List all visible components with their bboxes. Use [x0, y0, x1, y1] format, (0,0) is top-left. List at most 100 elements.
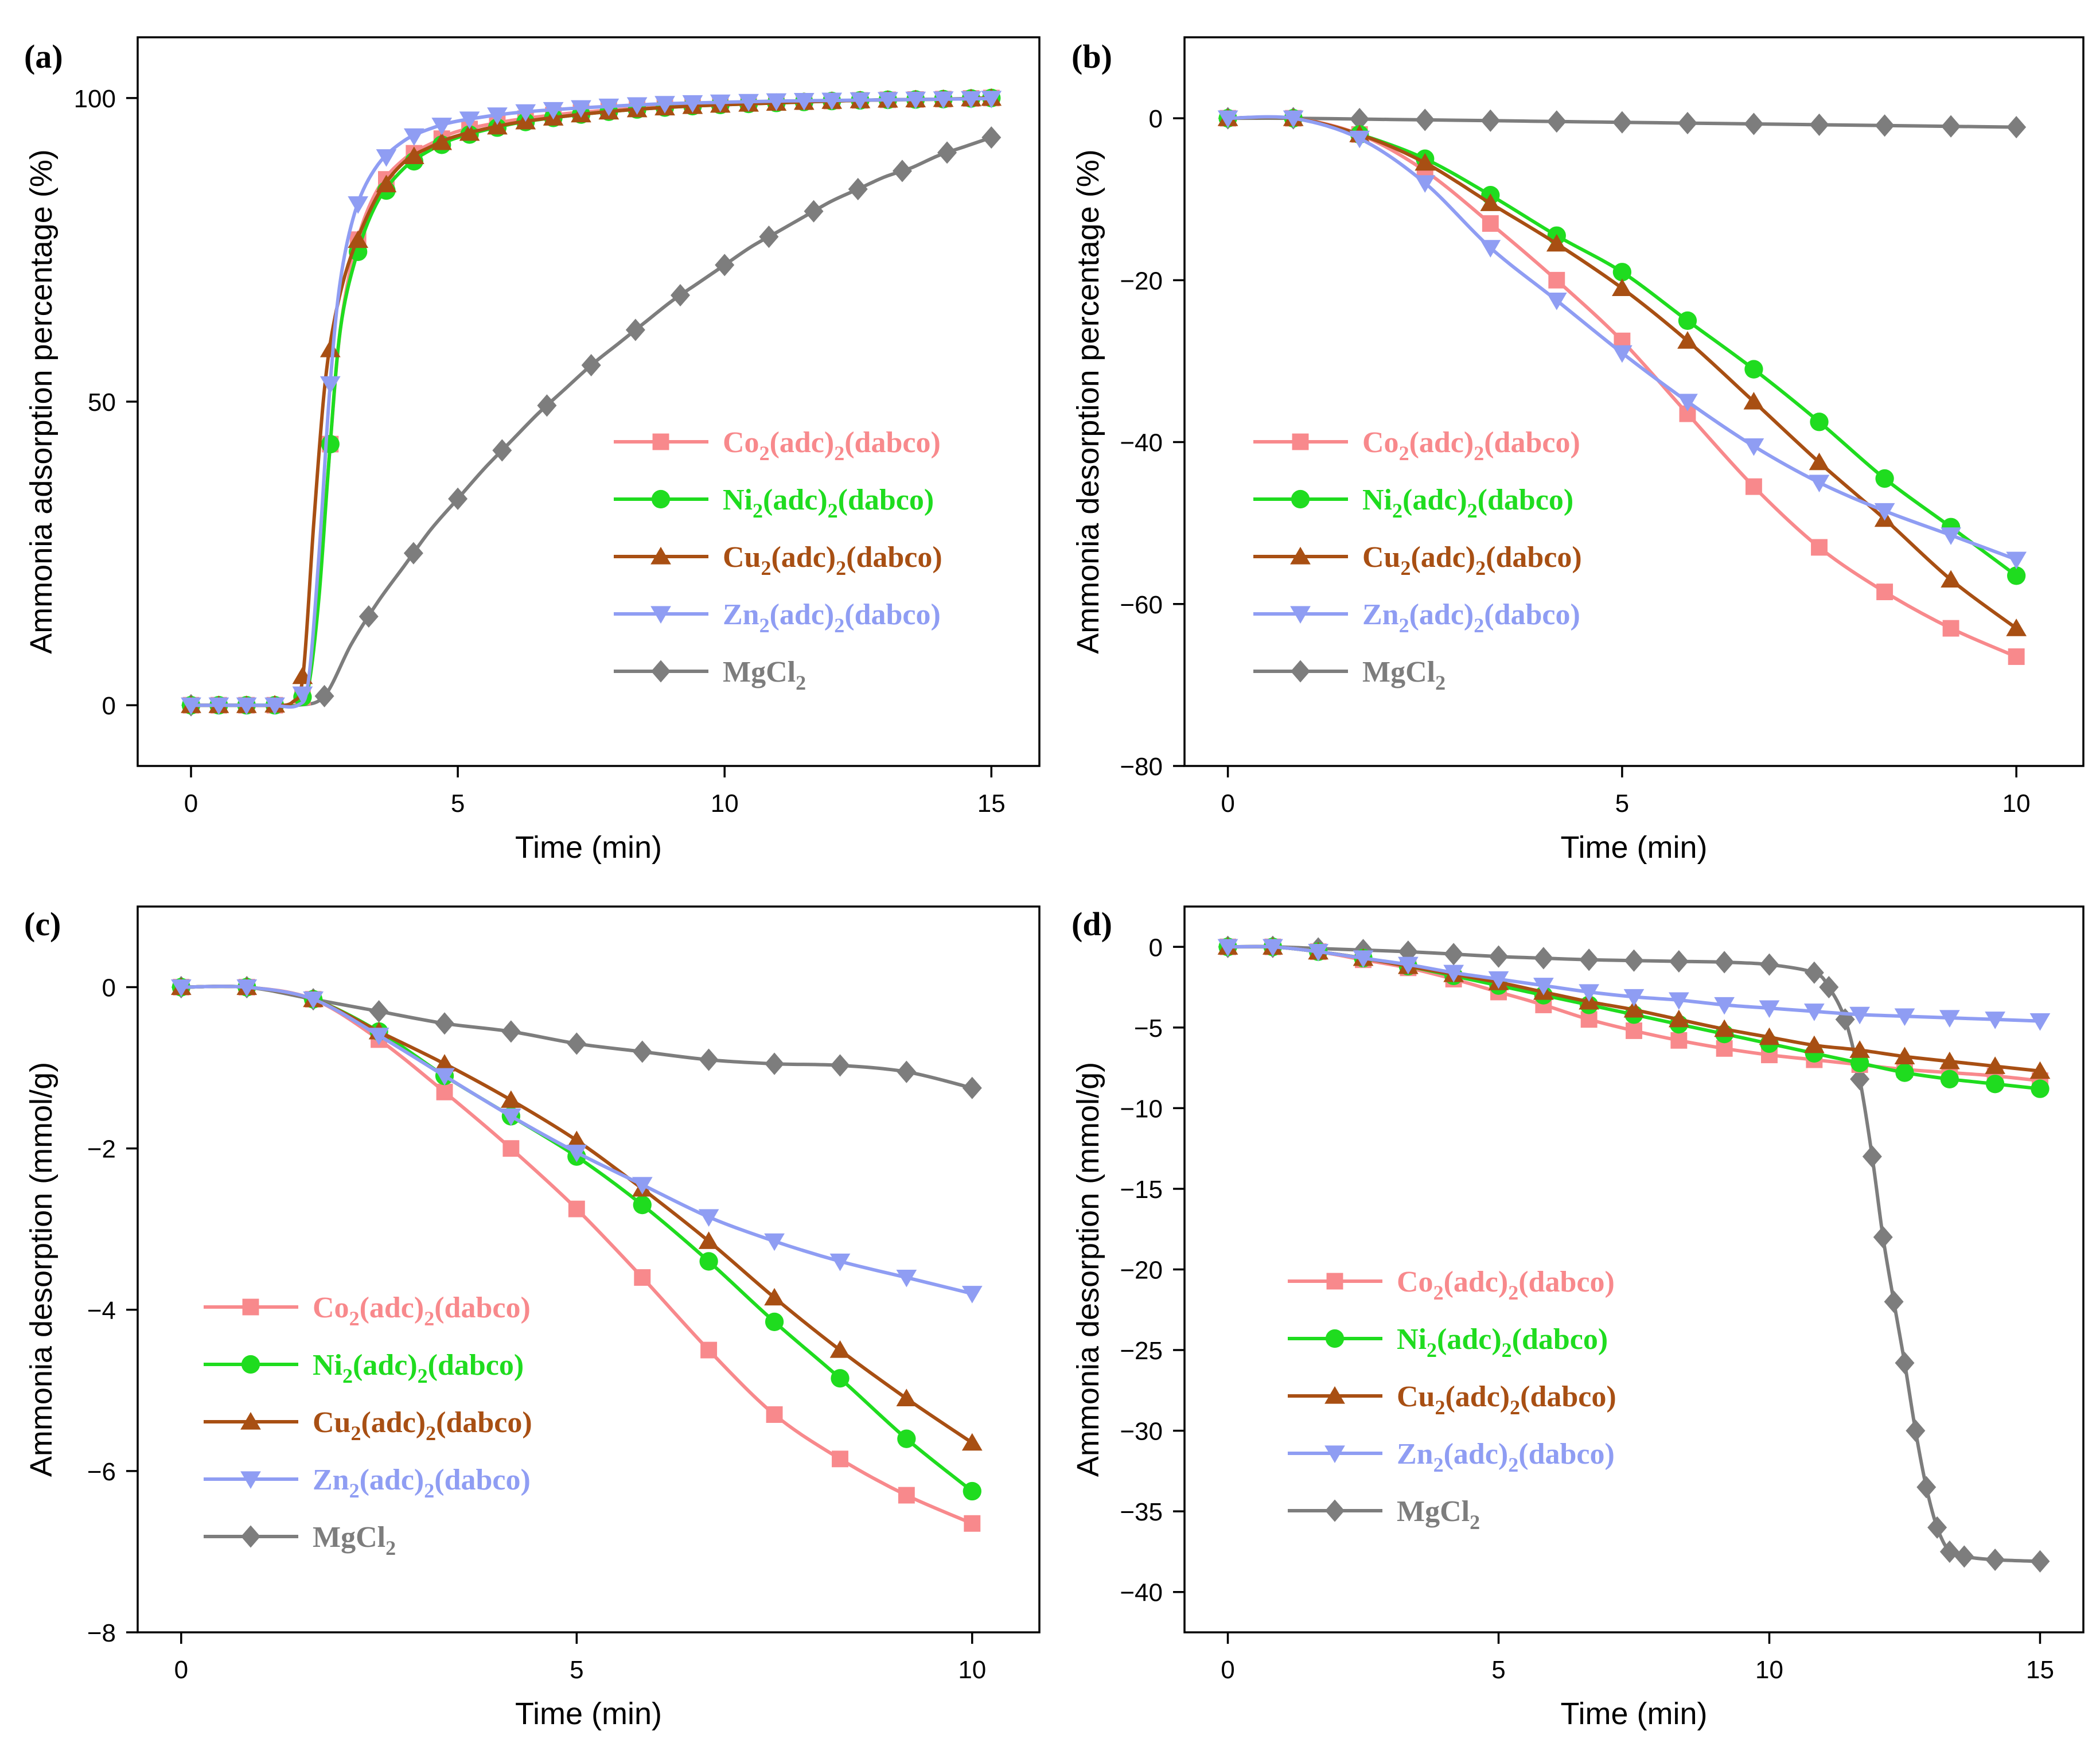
data-point: [1612, 263, 1632, 282]
data-point: [2007, 566, 2026, 585]
series-mg: [181, 126, 1002, 717]
legend-entry: Ni2(adc)2(dabco): [204, 1349, 524, 1387]
data-point: [759, 225, 779, 248]
y-tick-label: 0: [102, 974, 116, 1002]
data-point: [933, 91, 954, 109]
legend-label: MgCl2: [723, 656, 806, 694]
data-point: [793, 93, 815, 111]
data-point: [1715, 951, 1735, 974]
data-point: [264, 697, 285, 715]
data-point: [208, 697, 229, 715]
data-point: [831, 1369, 850, 1388]
data-point: [1623, 999, 1645, 1018]
data-point: [2029, 1013, 2051, 1031]
data-point: [1714, 1019, 1735, 1037]
x-tick-label: 0: [1221, 789, 1234, 818]
panel-c: (c) 0 5 10 −8 −6 −4 −2 0 Time (min) Ammonia desorp…: [24, 905, 1041, 1731]
data-point: [682, 95, 703, 113]
data-point: [1546, 234, 1567, 252]
legend-entry: Zn2(adc)2(dabco): [1253, 598, 1580, 637]
y-tick-label: 0: [1149, 933, 1163, 962]
legend-entry: Co2(adc)2(dabco): [1288, 1266, 1615, 1304]
data-point: [368, 1028, 389, 1045]
data-point: [1217, 110, 1238, 129]
legend-entry: Zn2(adc)2(dabco): [1288, 1438, 1615, 1476]
data-point: [1443, 964, 1464, 983]
legend-entry: Ni2(adc)2(dabco): [614, 484, 934, 522]
data-point: [492, 439, 512, 462]
data-point: [1895, 1063, 1914, 1082]
legend-label: MgCl2: [313, 1521, 396, 1559]
data-point: [832, 1450, 848, 1468]
legend-entry: Co2(adc)2(dabco): [1253, 426, 1580, 465]
y-tick-label: −60: [1120, 591, 1163, 619]
data-point: [961, 1433, 983, 1451]
data-point: [765, 1312, 784, 1332]
data-point: [1744, 112, 1764, 135]
legend-marker: [240, 1412, 261, 1430]
data-point: [1546, 110, 1567, 133]
y-tick-label: −5: [1134, 1014, 1163, 1043]
data-point: [581, 353, 601, 377]
data-point: [1217, 939, 1238, 957]
data-point: [1985, 1075, 2005, 1094]
data-point: [1809, 113, 1829, 136]
data-point: [1941, 527, 1961, 545]
data-point: [715, 254, 735, 277]
x-tick-label: 0: [174, 1656, 188, 1684]
data-point: [1546, 293, 1567, 310]
legend-marker: [1290, 606, 1311, 624]
legend-marker: [1290, 547, 1311, 565]
legend-marker: [650, 547, 671, 565]
data-point: [431, 118, 453, 135]
x-tick-label: 0: [184, 789, 198, 818]
legend-marker: [1292, 433, 1309, 450]
legend-entry: Zn2(adc)2(dabco): [614, 598, 941, 637]
data-point: [1677, 331, 1698, 349]
data-point: [963, 1481, 981, 1501]
data-point: [2006, 619, 2027, 636]
data-point: [459, 111, 480, 130]
data-point: [700, 1341, 718, 1359]
data-point: [1985, 1012, 2005, 1029]
data-point: [961, 91, 981, 109]
data-point: [670, 284, 690, 307]
y-tick-label: −35: [1120, 1498, 1163, 1526]
data-point: [320, 376, 341, 394]
legend-label: Ni2(adc)2(dabco): [313, 1349, 524, 1387]
legend-marker: [650, 606, 671, 624]
data-point: [1811, 539, 1828, 556]
data-point: [543, 102, 564, 120]
series-line: [1226, 115, 2019, 659]
legend: Co2(adc)2(dabco) Ni2(adc)2(dabco) Cu2(adc)…: [1253, 426, 1582, 694]
legend-marker: [651, 489, 671, 509]
data-point: [804, 200, 824, 223]
data-point: [321, 434, 340, 454]
y-tick-label: −25: [1120, 1337, 1163, 1365]
data-point: [654, 96, 675, 114]
legend-label: Co2(adc)2(dabco): [723, 426, 941, 465]
x-tick-label: 0: [1221, 1656, 1234, 1684]
data-point: [170, 979, 192, 997]
data-point: [1669, 950, 1689, 973]
data-point: [1714, 997, 1735, 1015]
data-point: [571, 100, 591, 118]
data-point: [1849, 1006, 1870, 1025]
data-point: [897, 1060, 917, 1083]
data-point: [448, 487, 468, 510]
x-tick-label: 10: [711, 789, 739, 818]
legend-entry: Ni2(adc)2(dabco): [1288, 1323, 1608, 1362]
y-tick-label: −20: [1120, 1257, 1163, 1285]
y-tick-label: 100: [74, 85, 116, 113]
panel-letter: (c): [24, 905, 61, 943]
legend-label: Zn2(adc)2(dabco): [1362, 598, 1580, 637]
legend-label: Co2(adc)2(dabco): [313, 1292, 531, 1330]
legend-entry: Cu2(adc)2(dabco): [1253, 541, 1582, 579]
data-point: [1874, 503, 1895, 521]
y-tick-label: −20: [1120, 267, 1163, 295]
x-tick-label: 10: [958, 1656, 986, 1684]
y-tick-label: −40: [1120, 1579, 1163, 1607]
data-point: [1350, 107, 1370, 131]
y-tick-label: 0: [102, 692, 116, 720]
data-point: [710, 94, 731, 112]
